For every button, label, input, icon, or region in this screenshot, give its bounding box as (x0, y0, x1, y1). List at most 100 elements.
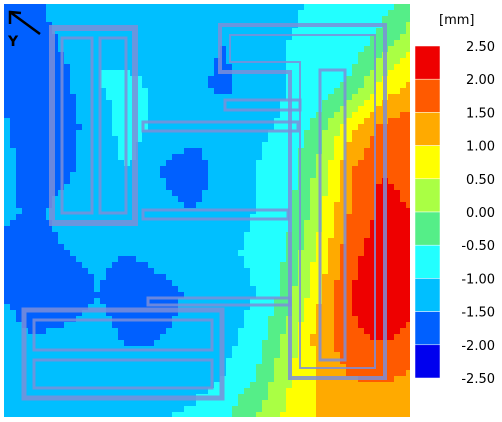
heatmap-cell (262, 100, 269, 107)
heatmap-cell (322, 400, 329, 407)
heatmap-cell (280, 238, 287, 245)
heatmap-cell (208, 16, 215, 23)
heatmap-cell (214, 154, 221, 161)
heatmap-cell (100, 184, 107, 191)
heatmap-cell (316, 40, 323, 47)
heatmap-cell (112, 310, 119, 317)
heatmap-cell (112, 190, 119, 197)
heatmap-cell (226, 232, 233, 239)
heatmap-cell (22, 82, 29, 89)
heatmap-cell (142, 310, 149, 317)
heatmap-cell (64, 382, 71, 389)
heatmap-cell (220, 214, 227, 221)
heatmap-cell (280, 196, 287, 203)
heatmap-cell (166, 196, 173, 203)
heatmap-cell (370, 250, 377, 257)
heatmap-cell (310, 352, 317, 359)
heatmap-cell (70, 274, 77, 281)
heatmap-cell (388, 250, 395, 257)
heatmap-cell (256, 358, 263, 365)
heatmap-cell (190, 274, 197, 281)
heatmap-cell (334, 250, 341, 257)
heatmap-cell (136, 256, 143, 263)
heatmap-cell (94, 244, 101, 251)
heatmap-cell (340, 100, 347, 107)
heatmap-cell (232, 406, 239, 413)
heatmap-cell (148, 322, 155, 329)
heatmap-cell (16, 370, 23, 377)
heatmap-cell (16, 376, 23, 383)
heatmap-cell (304, 112, 311, 119)
heatmap-cell (40, 310, 47, 317)
heatmap-cell (166, 388, 173, 395)
heatmap-cell (262, 154, 269, 161)
colorbar-tick-label: 2.50 (466, 40, 495, 55)
heatmap-cell (406, 250, 410, 257)
heatmap-cell (310, 292, 317, 299)
heatmap-cell (328, 52, 335, 59)
heatmap-cell (112, 280, 119, 287)
heatmap-cell (214, 328, 221, 335)
heatmap-cell (94, 112, 101, 119)
heatmap-cell (34, 406, 41, 413)
heatmap-cell (142, 112, 149, 119)
heatmap-cell (232, 94, 239, 101)
heatmap-cell (118, 388, 125, 395)
heatmap-cell (58, 28, 65, 35)
heatmap-cell (154, 154, 161, 161)
heatmap-cell (178, 136, 185, 143)
heatmap-cell (268, 364, 275, 371)
heatmap-cell (244, 298, 251, 305)
heatmap-cell (172, 166, 179, 173)
heatmap-cell (154, 226, 161, 233)
heatmap-cell (400, 304, 407, 311)
heatmap-cell (346, 310, 353, 317)
heatmap-cell (334, 292, 341, 299)
heatmap-cell (376, 412, 383, 417)
heatmap-cell (106, 208, 113, 215)
heatmap-cell (82, 352, 89, 359)
heatmap-cell (232, 298, 239, 305)
heatmap-cell (40, 364, 47, 371)
heatmap-cell (328, 280, 335, 287)
heatmap-cell (136, 40, 143, 47)
heatmap-cell (154, 250, 161, 257)
heatmap-cell (82, 286, 89, 293)
heatmap-cell (322, 28, 329, 35)
heatmap-cell (154, 76, 161, 83)
heatmap-cell (406, 268, 410, 275)
heatmap-cell (76, 124, 83, 131)
heatmap-cell (274, 244, 281, 251)
heatmap-cell (238, 298, 245, 305)
heatmap-cell (400, 118, 407, 125)
heatmap-cell (334, 400, 341, 407)
heatmap-cell (76, 250, 83, 257)
heatmap-cell (220, 184, 227, 191)
heatmap-cell (148, 298, 155, 305)
heatmap-cell (286, 16, 293, 23)
heatmap-cell (82, 46, 89, 53)
heatmap-cell (34, 94, 41, 101)
heatmap-cell (82, 196, 89, 203)
heatmap-cell (136, 82, 143, 89)
heatmap-cell (124, 244, 131, 251)
heatmap-cell (388, 136, 395, 143)
heatmap-cell (154, 52, 161, 59)
heatmap-cell (214, 130, 221, 137)
heatmap-cell (10, 412, 17, 417)
heatmap-cell (316, 28, 323, 35)
heatmap-cell (88, 412, 95, 417)
heatmap-cell (112, 274, 119, 281)
heatmap-cell (358, 154, 365, 161)
heatmap-cell (238, 382, 245, 389)
heatmap-cell (280, 340, 287, 347)
heatmap-cell (292, 322, 299, 329)
heatmap-cell (244, 334, 251, 341)
heatmap-cell (106, 70, 113, 77)
heatmap-cell (394, 208, 401, 215)
heatmap-cell (376, 136, 383, 143)
heatmap-cell (208, 4, 215, 11)
heatmap-cell (406, 352, 410, 359)
heatmap-cell (250, 112, 257, 119)
heatmap-cell (244, 136, 251, 143)
